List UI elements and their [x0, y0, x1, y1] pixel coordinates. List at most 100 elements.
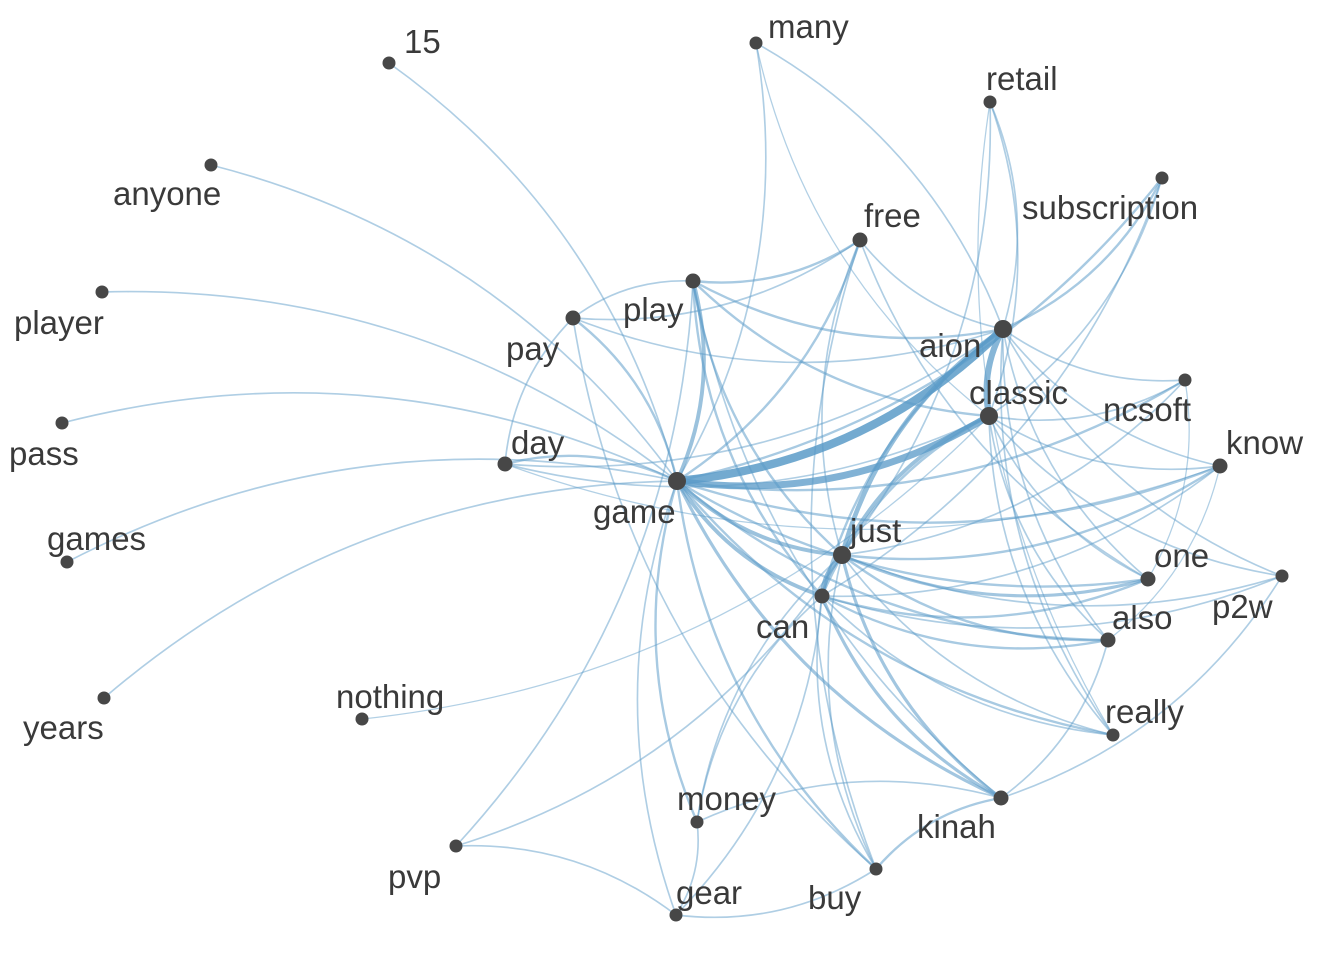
node-label-nothing: nothing: [336, 678, 444, 715]
node-label-know: know: [1226, 424, 1303, 461]
edge-aion-p2w: [1002, 328, 1283, 577]
edge-classic-p2w: [988, 415, 1283, 577]
edge-just-retail: [841, 101, 992, 556]
edge-play-free: [691, 238, 862, 284]
node-label-really: really: [1105, 693, 1184, 730]
node-label-retail: retail: [986, 60, 1058, 97]
node-p2w: [1275, 569, 1289, 583]
edge-can-subscription: [821, 177, 1163, 597]
edge-one-ncsoft: [1147, 379, 1190, 580]
edge-gear-can: [675, 595, 823, 916]
edge-aion-also: [1002, 328, 1109, 641]
node-label-p2w: p2w: [1212, 588, 1273, 625]
edge-game-many: [676, 42, 767, 482]
node-layer: [55, 36, 1289, 922]
edge-play-classic: [691, 279, 991, 418]
edge-just-p2w: [841, 554, 1283, 607]
edge-game-day: [503, 454, 679, 483]
edge-pay-free: [572, 239, 861, 321]
edge-aion-know: [1002, 328, 1221, 467]
edge-aion-ncsoft: [1002, 328, 1186, 382]
edge-aion-subscription: [1001, 176, 1164, 331]
edge-aion-one: [1002, 328, 1149, 580]
node-ncsoft: [1178, 373, 1192, 387]
node-know: [1212, 458, 1228, 474]
edge-classic-can: [820, 414, 991, 598]
edge-free-just: [821, 239, 861, 556]
node-years: [97, 691, 111, 705]
edge-game-really: [675, 479, 1115, 737]
node-nothing: [355, 712, 369, 726]
edge-layer: [61, 42, 1283, 919]
node-label-also: also: [1112, 599, 1173, 636]
node-day: [497, 456, 513, 472]
edge-aion-many: [755, 42, 1004, 330]
node-label-subscription: subscription: [1022, 189, 1198, 226]
node-label-classic: classic: [969, 374, 1068, 411]
node-really: [1106, 728, 1120, 742]
node-label-day: day: [511, 424, 565, 461]
edge-game-subscription: [675, 176, 1164, 483]
node-label-years: years: [23, 709, 104, 746]
edge-game-anyone: [210, 164, 678, 482]
edge-game-years: [103, 480, 678, 699]
edge-game-pay: [571, 316, 679, 483]
node-pvp: [449, 839, 463, 853]
node-game: [668, 472, 686, 490]
edge-play-can: [691, 279, 824, 598]
edge-game-also: [675, 479, 1110, 642]
edge-classic-ncsoft: [988, 379, 1186, 422]
edge-game-free: [675, 238, 862, 483]
node-aion: [994, 320, 1012, 338]
edge-kinah-also: [1000, 639, 1109, 799]
edge-just-know: [840, 464, 1222, 561]
edge-can-kinah: [820, 594, 1003, 800]
edge-free-buy: [810, 239, 877, 870]
node-kinah: [993, 790, 1009, 806]
node-label-anyone: anyone: [113, 175, 221, 212]
node-pay: [565, 310, 581, 326]
edge-pay-day: [504, 317, 574, 465]
node-free: [852, 232, 868, 248]
node-label-aion: aion: [919, 327, 981, 364]
edge-classic-subscription: [988, 177, 1163, 417]
node-label-ncsoft: ncsoft: [1103, 391, 1191, 428]
edge-game-kinah: [675, 479, 1003, 800]
edge-aion-retail: [989, 101, 1019, 330]
node-pass: [55, 416, 69, 430]
edge-classic-know: [988, 415, 1221, 471]
edge-pvp-just: [455, 554, 843, 847]
edge-nothing-classic: [361, 415, 990, 720]
edge-can-really: [821, 595, 1114, 736]
edge-just-buy: [827, 554, 877, 870]
edge-classic-retail: [988, 101, 1019, 417]
node-play: [685, 273, 701, 289]
node-anyone: [204, 158, 218, 172]
edge-play-pay: [572, 279, 694, 319]
node-player: [95, 285, 109, 299]
node-money: [690, 815, 704, 829]
edge-game-games: [66, 458, 678, 563]
edge-gear-pvp: [455, 844, 677, 916]
label-layer: game aion classic just can play day pay free one a…: [9, 8, 1303, 916]
edge-game-buy: [675, 479, 878, 871]
edge-many-classic: [755, 42, 990, 417]
node-label-money: money: [677, 780, 777, 817]
node-label-player: player: [14, 304, 104, 341]
node-also: [1100, 632, 1116, 648]
edge-just-ncsoft: [841, 379, 1186, 556]
edge-just-kinah: [840, 553, 1003, 800]
node-label-play: play: [623, 291, 684, 328]
edge-game-can: [675, 479, 824, 598]
edge-game-aion: [672, 324, 1008, 486]
edge-game-play: [675, 279, 706, 483]
node-label-pass: pass: [9, 435, 79, 472]
node-gear: [669, 908, 683, 922]
node-label-pvp: pvp: [388, 858, 441, 895]
node-label-gear: gear: [676, 874, 742, 911]
node-one: [1140, 571, 1156, 587]
node-just: [833, 546, 851, 564]
edge-game-ncsoft: [675, 378, 1187, 492]
edge-kinah-money: [696, 780, 1002, 823]
